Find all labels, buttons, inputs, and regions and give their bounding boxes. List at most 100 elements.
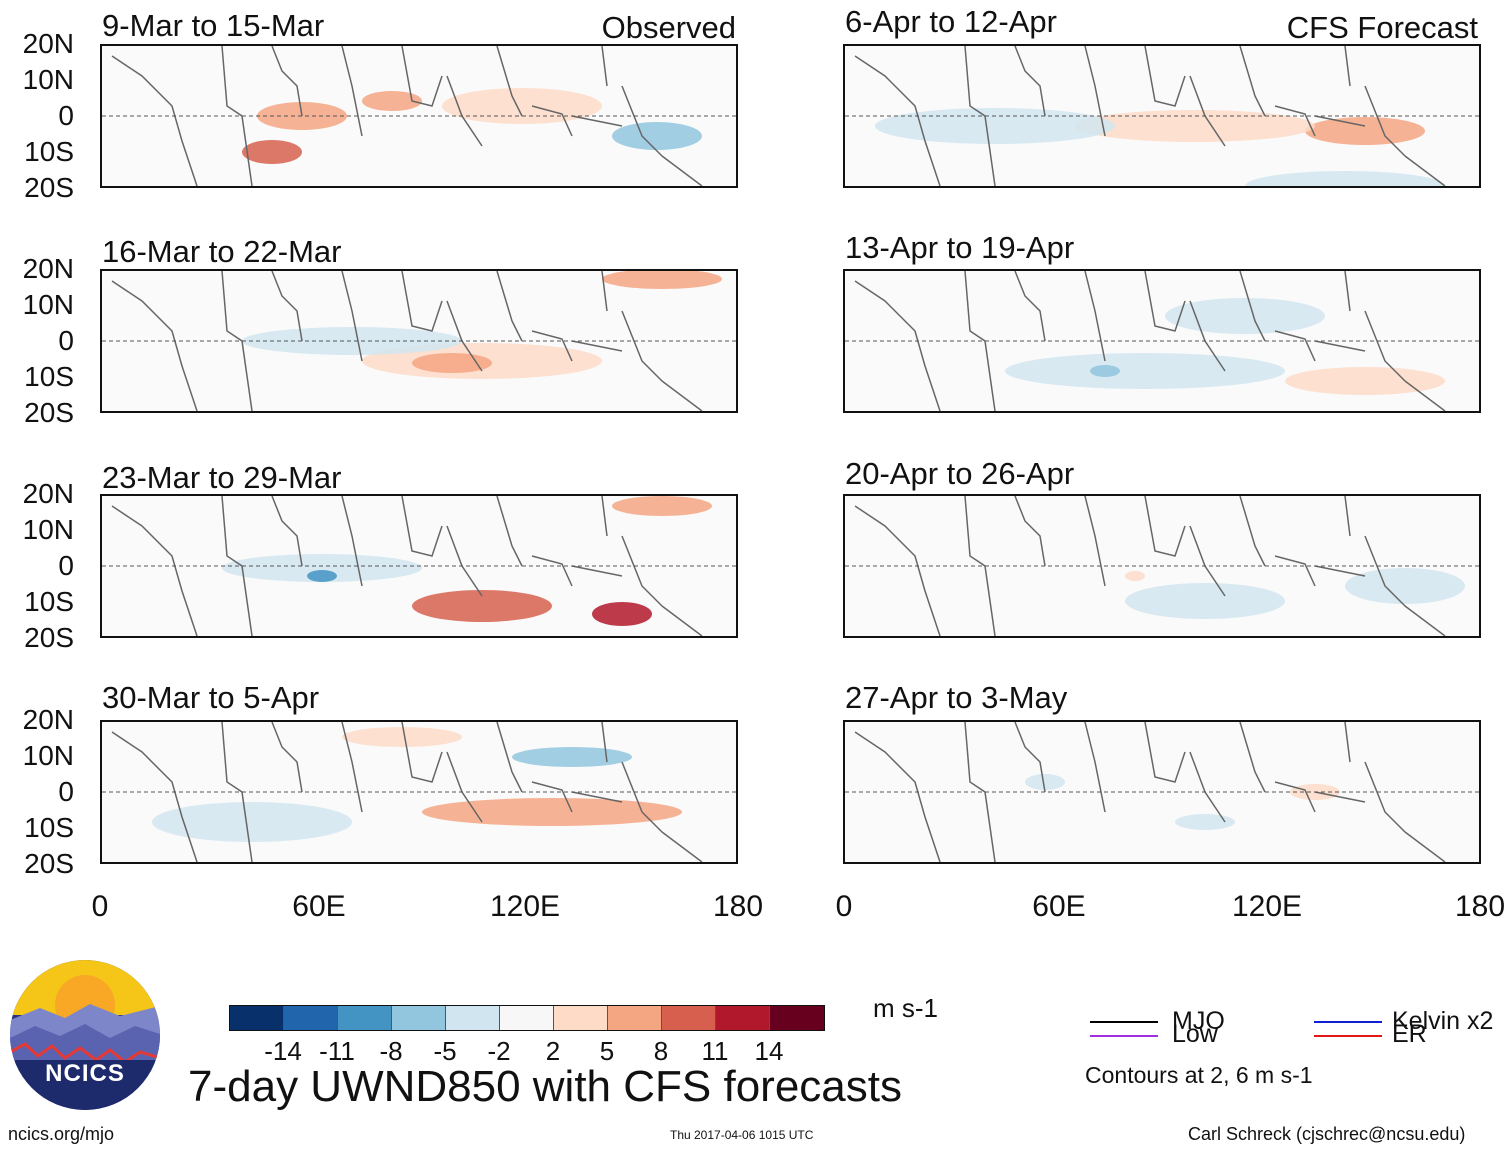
colorbar-tick-label: 8 [653,1036,669,1066]
lat-label-row4-20s: 20S [24,848,74,879]
wind-anomaly-blob [612,496,712,516]
lat-label-row2-0: 0 [58,325,74,356]
panel-title-fc-2: 13-Apr to 19-Apr [845,230,1075,265]
map-svg [102,271,736,411]
lat-label-row4-10n: 10N [22,740,74,771]
wind-anomaly-blob [152,802,352,842]
lon-label-right-120e: 120E [1231,890,1303,923]
colorbar-tick-label: -2 [487,1036,511,1066]
wind-anomaly-blob [222,554,422,582]
lon-label-right-60e: 60E [1032,890,1086,923]
lat-label-row3-0: 0 [58,550,74,581]
map-panel-obs-4 [100,720,738,864]
lat-label-row4-0: 0 [58,776,74,807]
wind-anomaly-blob [1125,571,1145,581]
lat-label-row1-20n: 20N [22,28,74,59]
map-panel-obs-3 [100,494,738,638]
legend-label-low: Low [1172,1020,1218,1048]
lat-label-row2-20s: 20S [24,397,74,428]
colorbar-swatch [338,1006,392,1030]
wind-anomaly-blob [362,91,422,111]
colorbar-tick-label: -11 [319,1036,355,1066]
lon-label-right-180: 180 [1454,890,1506,923]
colorbar-swatch [500,1006,554,1030]
wind-anomaly-blob [1285,367,1445,395]
colorbar [229,1005,825,1031]
wind-anomaly-blob [1005,353,1285,389]
wind-anomaly-blob [242,327,462,355]
lat-label-row3-10s: 10S [24,586,74,617]
map-svg [102,46,736,186]
lon-label-left-0: 0 [91,890,109,923]
map-panel-fc-1 [843,44,1481,188]
lon-label-left-180: 180 [712,890,764,923]
contours-note: Contours at 2, 6 m s-1 [1085,1062,1313,1088]
wind-anomaly-blob [412,590,552,622]
colorbar-tick-label: 11 [701,1036,729,1066]
colorbar-swatch [716,1006,770,1030]
wind-anomaly-blob [342,727,462,747]
wind-anomaly-blob [1175,814,1235,830]
lat-label-row1-20s: 20S [24,172,74,203]
wind-anomaly-blob [1125,583,1285,619]
wind-anomaly-blob [1025,774,1065,790]
colorbar-tick-label: -14 [264,1036,302,1066]
panel-title-fc-4: 27-Apr to 3-May [845,680,1068,715]
map-svg [102,496,736,636]
map-panel-fc-2 [843,269,1481,413]
map-panel-obs-1 [100,44,738,188]
map-svg [845,722,1479,862]
colorbar-tick-label: -8 [379,1036,403,1066]
observed-label: Observed [601,10,736,45]
colorbar-swatch [770,1006,824,1030]
wind-anomaly-blob [1345,568,1465,604]
footer-url[interactable]: ncics.org/mjo [8,1124,115,1144]
colorbar-swatch [284,1006,338,1030]
lat-label-row4-10s: 10S [24,812,74,843]
colorbar-swatch [662,1006,716,1030]
lat-label-row4-20n: 20N [22,704,74,735]
wind-anomaly-blob [1075,110,1315,142]
legend-label-mjo: MJO [1172,1007,1225,1035]
lat-label-row2-20n: 20N [22,253,74,284]
figure-title: 7-day UWND850 with CFS forecasts [188,1062,902,1111]
lat-label-row3-20s: 20S [24,622,74,653]
lat-label-row1-0: 0 [58,100,74,131]
footer-credit: Carl Schreck (cjschrec@ncsu.edu) [1188,1124,1466,1144]
legend-label-kelvin: Kelvin x2 [1392,1007,1494,1035]
lon-label-left-120e: 120E [489,890,561,923]
colorbar-swatch [230,1006,284,1030]
wind-anomaly-blob [1245,171,1445,186]
lat-label-row1-10n: 10N [22,64,74,95]
lon-label-right-0: 0 [835,890,853,923]
wind-anomaly-blob [602,271,722,289]
footer-timestamp: Thu 2017-04-06 1015 UTC [670,1128,814,1142]
logo-text: NCICS [45,1060,125,1087]
map-svg [845,46,1479,186]
panel-title-fc-1: 6-Apr to 12-Apr [845,4,1057,39]
legend-label-er: ER [1392,1020,1427,1048]
colorbar-units: m s-1 [873,993,938,1023]
map-svg [102,722,736,862]
ncics-logo: NCICS [10,960,160,1110]
panel-title-obs-1: 9-Mar to 15-Mar [102,8,325,43]
colorbar-swatch [608,1006,662,1030]
wind-anomaly-blob [412,353,492,373]
panel-title-obs-2: 16-Mar to 22-Mar [102,234,342,269]
colorbar-swatch [554,1006,608,1030]
wind-anomaly-blob [307,570,337,582]
wind-anomaly-blob [1165,298,1325,334]
legend-line-low [1090,1035,1158,1037]
wind-anomaly-blob [242,140,302,164]
panel-title-obs-4: 30-Mar to 5-Apr [102,680,320,715]
map-panel-fc-4 [843,720,1481,864]
colorbar-swatch [446,1006,500,1030]
map-panel-fc-3 [843,494,1481,638]
legend-line-mjo [1090,1021,1158,1023]
lat-label-row2-10n: 10N [22,289,74,320]
panel-title-fc-3: 20-Apr to 26-Apr [845,456,1075,491]
panel-title-obs-3: 23-Mar to 29-Mar [102,460,342,495]
map-svg [845,496,1479,636]
colorbar-tick-label: 2 [545,1036,561,1066]
legend-line-er [1314,1035,1382,1037]
